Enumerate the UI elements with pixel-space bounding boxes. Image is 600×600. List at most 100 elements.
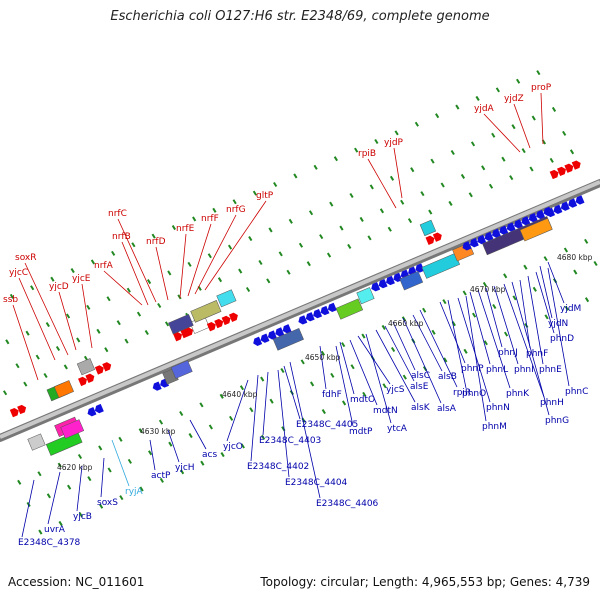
guide-dot [379,208,385,214]
leader-line-down [149,439,156,471]
gene-arrow [371,263,425,292]
gene-block [419,219,437,237]
guide-dot [229,415,234,421]
gene-arrowhead [260,333,270,343]
guide-dot [116,320,121,326]
leader-line-up [204,200,267,291]
gene-label-reverse: E2348C_4403 [259,436,321,446]
guide-dot [139,486,144,492]
guide-dot [475,95,480,101]
guide-dot [488,183,494,189]
guide-dot [260,376,265,382]
leader-line-up [12,304,39,381]
guide-dot [321,409,326,415]
guide-dot [442,299,447,305]
guide-dot [208,424,213,430]
guide-dot [394,130,399,136]
leader-line-down [547,261,565,304]
gene-label-reverse: ytcA [387,424,408,434]
gene-label-reverse: alsC [411,371,430,381]
guide-dot [422,307,427,313]
gene-arrowhead [221,315,231,326]
guide-dot [35,354,40,360]
leader-line-up [187,223,212,297]
leader-line-down [289,361,321,499]
guide-dot [192,216,197,222]
gene-arrowhead [184,327,194,337]
gene-arrowhead [521,216,531,226]
guide-dot [471,312,477,318]
backbone-highlight [0,180,600,439]
guide-dot [239,385,245,391]
leader-line-down [485,287,503,348]
guide-dot [30,285,35,291]
guide-dot [410,167,415,173]
guide-dot [280,367,285,373]
gene-arrowhead [94,403,104,414]
guide-dot [320,350,326,356]
guide-dot [430,158,435,164]
gene-arrowhead [173,332,183,342]
gene-label-forward: yjcE [72,274,91,284]
leader-line-up [81,283,93,349]
leader-line-down [412,314,443,372]
guide-dot [387,226,392,232]
gene-arrowhead [102,362,112,372]
guide-dot [106,296,111,302]
guide-dot [512,295,517,301]
gene-arrowhead [313,308,323,319]
gene-arrowhead [206,322,216,332]
gene-arrow [546,195,585,218]
leader-line-down [493,285,519,365]
guide-dot [544,314,549,320]
leader-line-down [357,335,391,385]
gene-rect [76,358,96,376]
kbp-tick-label: 4670 kbp [470,285,506,294]
guide-dot [350,364,355,370]
gene-features [9,160,585,456]
guide-dot [90,259,96,265]
gene-block [27,433,46,451]
gene-block [60,419,85,439]
gene-label-forward: nrfA [94,261,114,271]
guide-dot [38,529,43,535]
guide-dot [269,398,274,404]
guide-dot [98,445,103,451]
gene-rect [168,314,194,335]
leader-line-down [167,429,180,463]
guide-dot [509,175,514,181]
leader-line-up [24,262,69,356]
guide-dot [511,124,516,130]
guide-dot [536,70,541,76]
gene-label-forward: yjdP [384,138,404,148]
gene-arrow [206,312,238,332]
gene-label-forward: nrfD [146,237,166,247]
guide-dot [248,236,253,242]
leader-line-up [393,147,403,199]
leader-line-down [319,345,327,390]
gene-label-reverse: soxS [97,498,118,508]
guide-dot [136,311,142,317]
gene-rect [60,419,85,439]
guide-dot [157,302,162,309]
guide-dot [523,264,528,270]
gene-label-reverse: yjcS [386,385,405,395]
guide-dot [144,329,149,336]
guide-dot [369,184,374,190]
guide-dot [58,520,63,526]
leader-line-down [469,291,491,365]
gene-block [335,298,364,320]
gene-label-reverse: mdtN [373,406,398,416]
gene-label-reverse: actP [151,471,171,481]
guide-dot [521,148,526,154]
guide-dot [126,287,131,293]
gene-rect [27,433,46,451]
gene-label-reverse: yjcH [175,463,195,473]
guide-dot [298,242,304,248]
guide-dot [293,173,298,179]
guide-dot [341,400,347,406]
gene-arrowhead [214,318,224,329]
gene-label-forward: nrfB [112,232,131,242]
gene-label-reverse: phnP [461,364,484,374]
guide-dot [573,269,578,275]
